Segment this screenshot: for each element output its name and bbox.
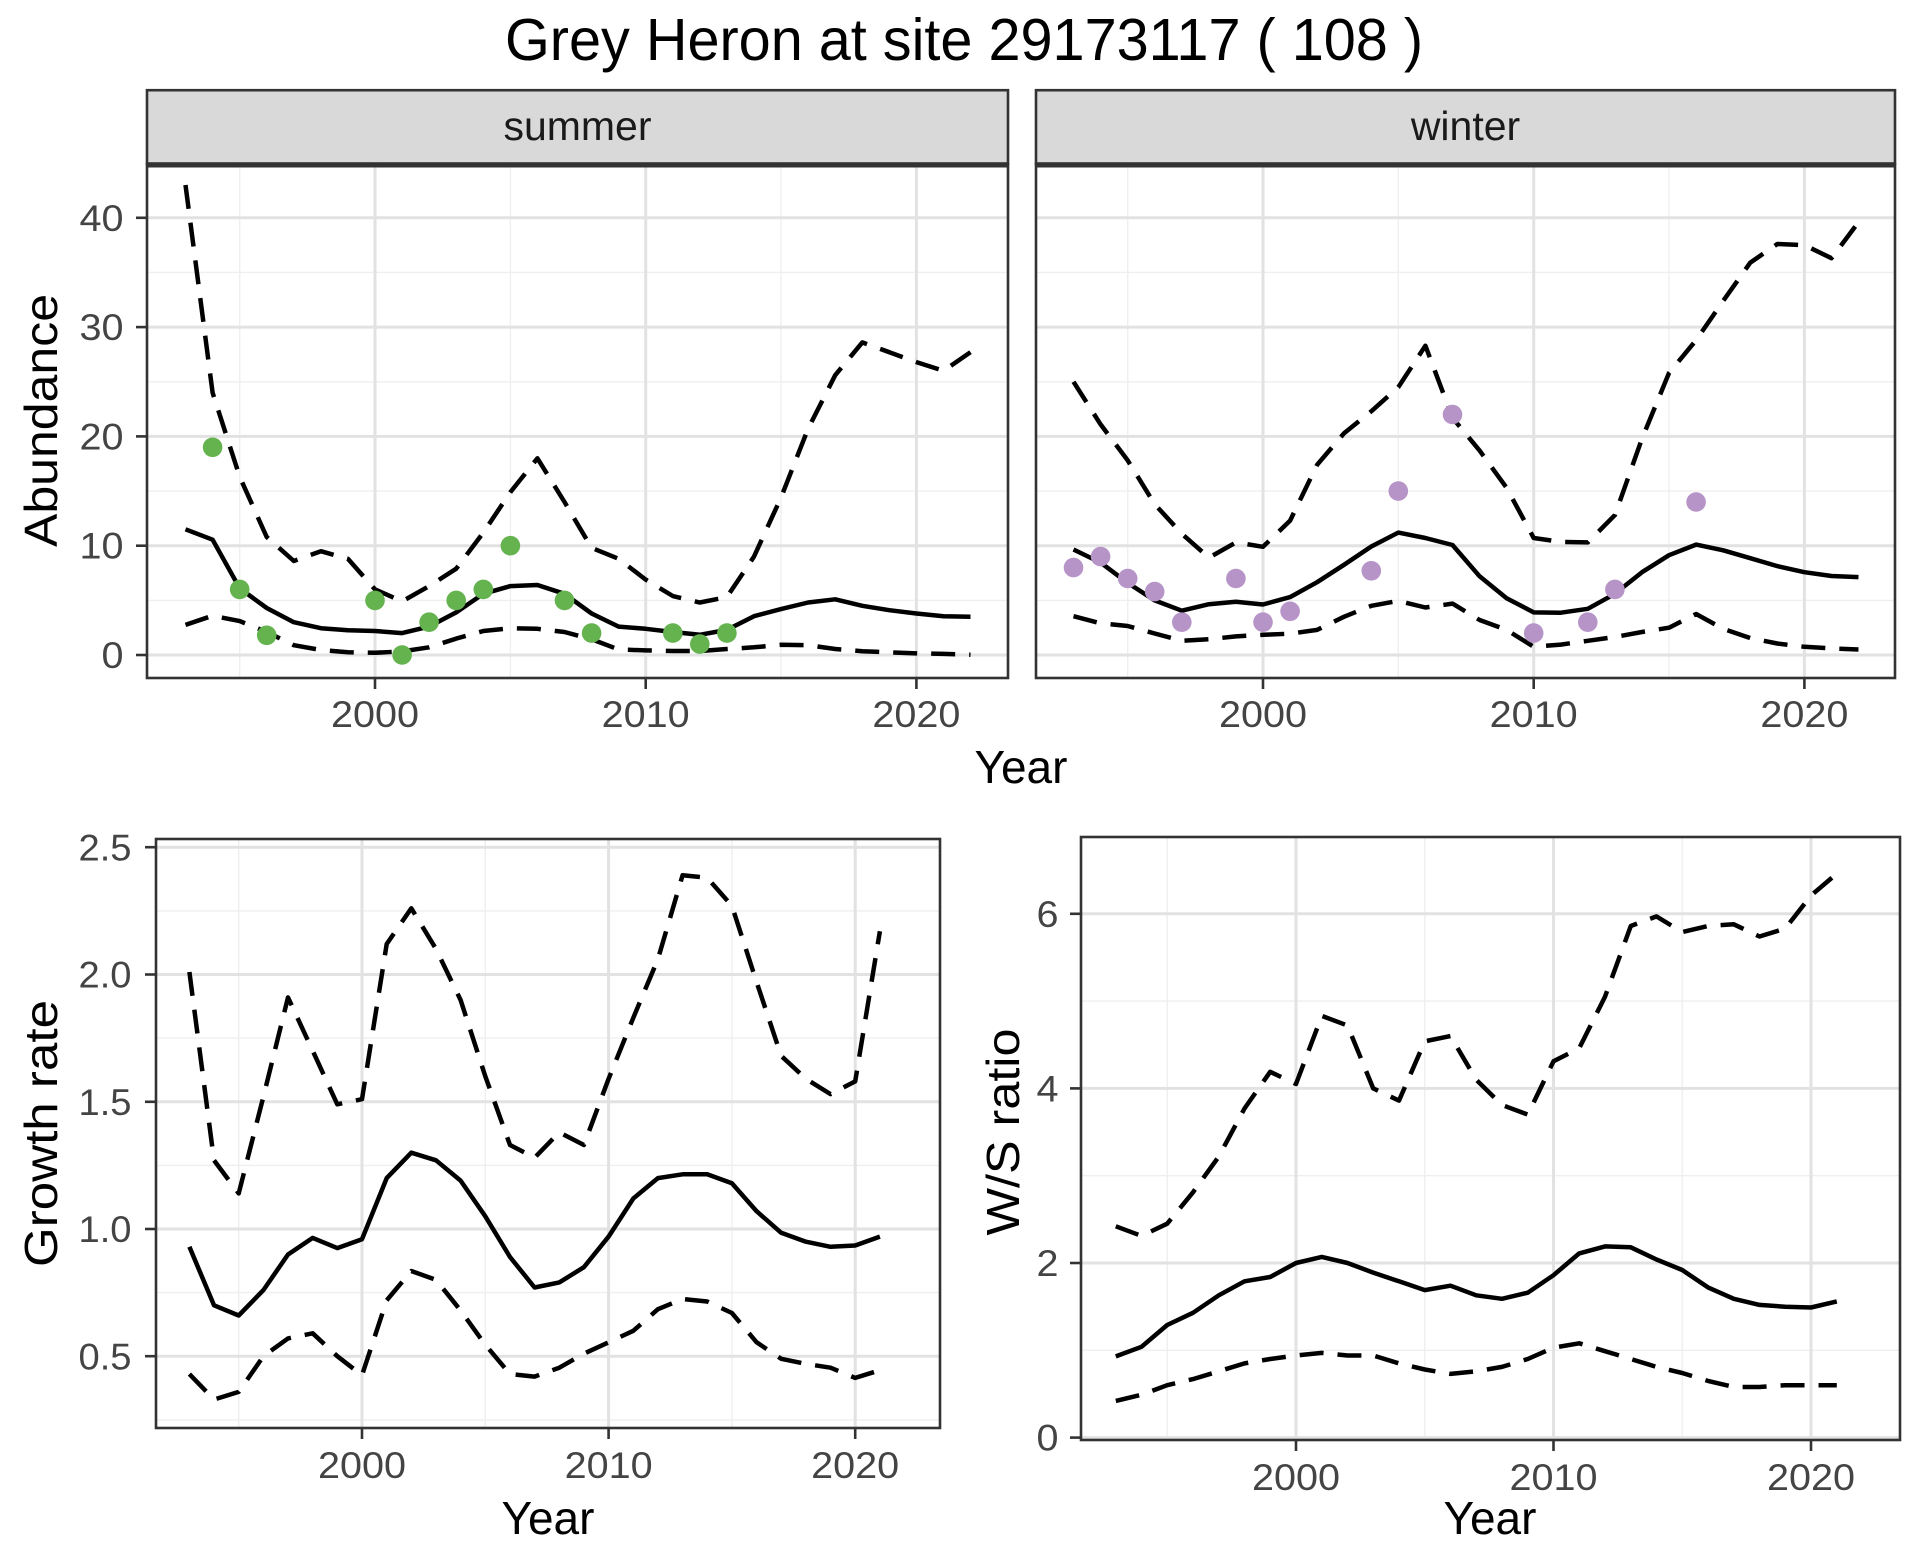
svg-text:W/S ratio: W/S ratio — [977, 1029, 1029, 1236]
svg-text:6: 6 — [1037, 894, 1059, 935]
svg-text:0: 0 — [102, 635, 124, 676]
svg-text:2000: 2000 — [331, 694, 419, 735]
svg-text:2010: 2010 — [1510, 1457, 1598, 1498]
svg-text:2020: 2020 — [1767, 1457, 1855, 1498]
svg-text:2000: 2000 — [1219, 694, 1307, 735]
svg-text:Abundance: Abundance — [15, 294, 67, 547]
svg-text:Growth rate: Growth rate — [15, 1000, 67, 1267]
svg-text:Year: Year — [1444, 1492, 1537, 1544]
svg-text:2010: 2010 — [565, 1445, 653, 1486]
svg-text:1.0: 1.0 — [79, 1209, 132, 1250]
svg-text:summer: summer — [503, 103, 651, 149]
svg-text:2000: 2000 — [318, 1445, 406, 1486]
svg-text:2.5: 2.5 — [79, 827, 132, 868]
svg-text:2: 2 — [1037, 1243, 1059, 1284]
svg-text:4: 4 — [1037, 1068, 1059, 1109]
svg-text:2010: 2010 — [1490, 694, 1578, 735]
svg-text:2000: 2000 — [1252, 1457, 1340, 1498]
svg-text:2020: 2020 — [1760, 694, 1848, 735]
svg-text:2.0: 2.0 — [79, 955, 132, 996]
svg-text:Grey Heron at site 29173117 (: Grey Heron at site 29173117 ( 108 ) — [505, 7, 1423, 73]
svg-text:0: 0 — [1037, 1418, 1059, 1459]
svg-text:1.5: 1.5 — [79, 1082, 132, 1123]
svg-text:40: 40 — [80, 198, 124, 239]
svg-text:Year: Year — [975, 741, 1068, 793]
svg-text:Year: Year — [502, 1492, 595, 1544]
svg-text:20: 20 — [80, 416, 124, 457]
svg-text:0.5: 0.5 — [79, 1336, 132, 1377]
svg-text:2020: 2020 — [872, 694, 960, 735]
svg-text:2020: 2020 — [811, 1445, 899, 1486]
svg-text:30: 30 — [80, 307, 124, 348]
svg-text:10: 10 — [80, 526, 124, 567]
svg-text:winter: winter — [1410, 103, 1520, 149]
svg-text:2010: 2010 — [602, 694, 690, 735]
